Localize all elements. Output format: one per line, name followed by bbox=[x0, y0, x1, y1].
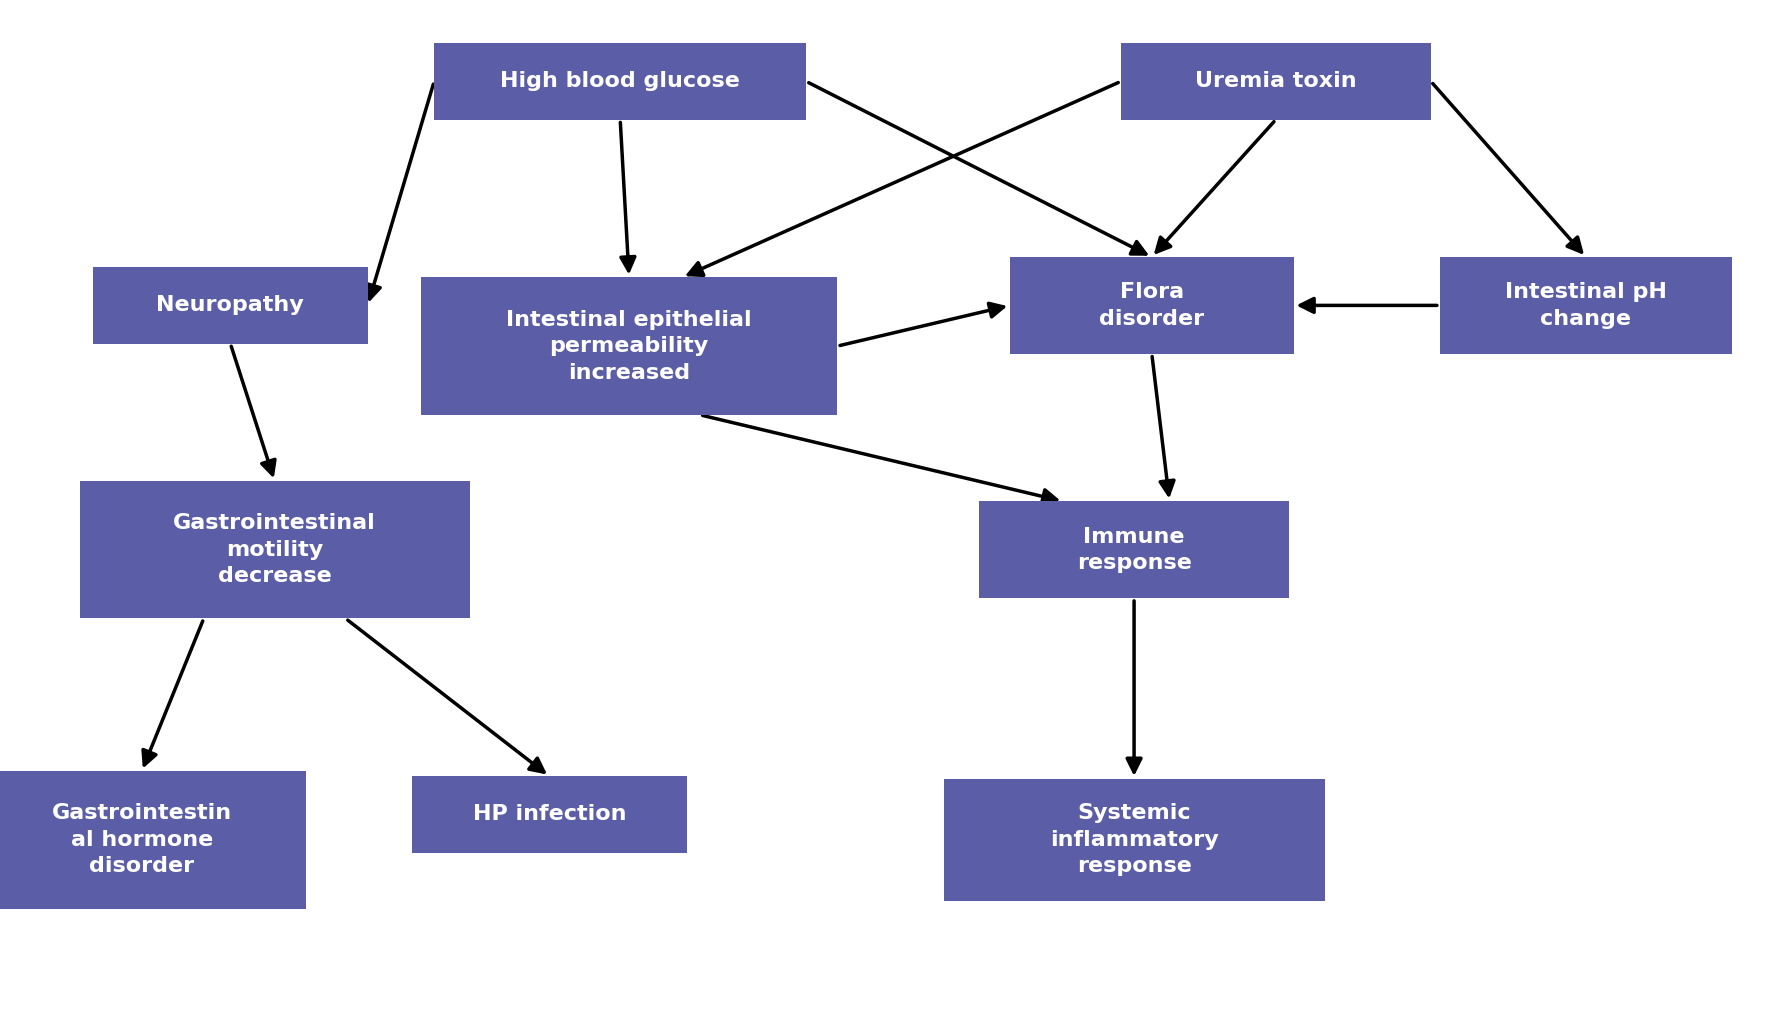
Text: Intestinal epithelial
permeability
increased: Intestinal epithelial permeability incre… bbox=[507, 309, 751, 383]
FancyBboxPatch shape bbox=[434, 44, 806, 119]
Text: HP infection: HP infection bbox=[473, 804, 626, 825]
Text: Flora
disorder: Flora disorder bbox=[1099, 282, 1205, 329]
FancyBboxPatch shape bbox=[80, 480, 470, 619]
Text: Intestinal pH
change: Intestinal pH change bbox=[1504, 282, 1667, 329]
Text: Immune
response: Immune response bbox=[1077, 526, 1191, 573]
Text: Gastrointestin
al hormone
disorder: Gastrointestin al hormone disorder bbox=[51, 803, 232, 876]
Text: Uremia toxin: Uremia toxin bbox=[1194, 71, 1357, 92]
Text: Gastrointestinal
motility
decrease: Gastrointestinal motility decrease bbox=[174, 513, 376, 586]
FancyBboxPatch shape bbox=[420, 278, 836, 415]
Text: Systemic
inflammatory
response: Systemic inflammatory response bbox=[1049, 803, 1219, 876]
FancyBboxPatch shape bbox=[0, 772, 305, 909]
FancyBboxPatch shape bbox=[978, 501, 1290, 599]
Text: High blood glucose: High blood glucose bbox=[500, 71, 741, 92]
FancyBboxPatch shape bbox=[1010, 258, 1294, 354]
FancyBboxPatch shape bbox=[411, 777, 686, 853]
FancyBboxPatch shape bbox=[1439, 258, 1731, 354]
FancyBboxPatch shape bbox=[1120, 44, 1430, 119]
FancyBboxPatch shape bbox=[943, 779, 1324, 901]
FancyBboxPatch shape bbox=[94, 268, 369, 344]
Text: Neuropathy: Neuropathy bbox=[156, 295, 305, 316]
